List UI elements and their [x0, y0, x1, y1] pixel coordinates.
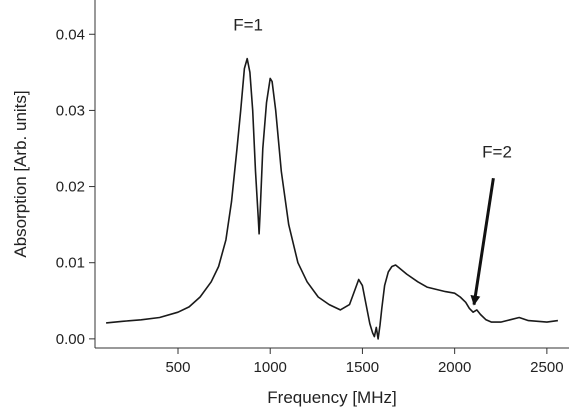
x-tick-label: 2000 — [438, 359, 471, 376]
x-axis-ticks: 500 1000 1500 2000 2500 — [165, 348, 564, 376]
plot-frame — [94, 0, 569, 349]
y-axis-label: Absorption [Arb. units] — [11, 90, 30, 257]
y-tick-label: 0.03 — [56, 102, 85, 119]
x-tick-label: 1500 — [346, 359, 379, 376]
annotation-f1: F=1 — [233, 15, 263, 34]
x-tick-label: 2500 — [530, 359, 563, 376]
x-tick-label: 500 — [165, 359, 190, 376]
f2-arrow — [470, 177, 495, 306]
y-tick-label: 0.02 — [56, 179, 85, 196]
y-tick-label: 0.00 — [56, 331, 85, 348]
annotation-f2: F=2 — [482, 143, 512, 162]
x-tick-label: 1000 — [254, 359, 287, 376]
y-tick-label: 0.04 — [56, 26, 85, 43]
y-axis-ticks: 0.00 0.01 0.02 0.03 0.04 — [56, 26, 95, 348]
x-axis-label: Frequency [MHz] — [267, 388, 396, 407]
y-tick-label: 0.01 — [56, 255, 85, 272]
absorption-series-line — [106, 57, 559, 340]
